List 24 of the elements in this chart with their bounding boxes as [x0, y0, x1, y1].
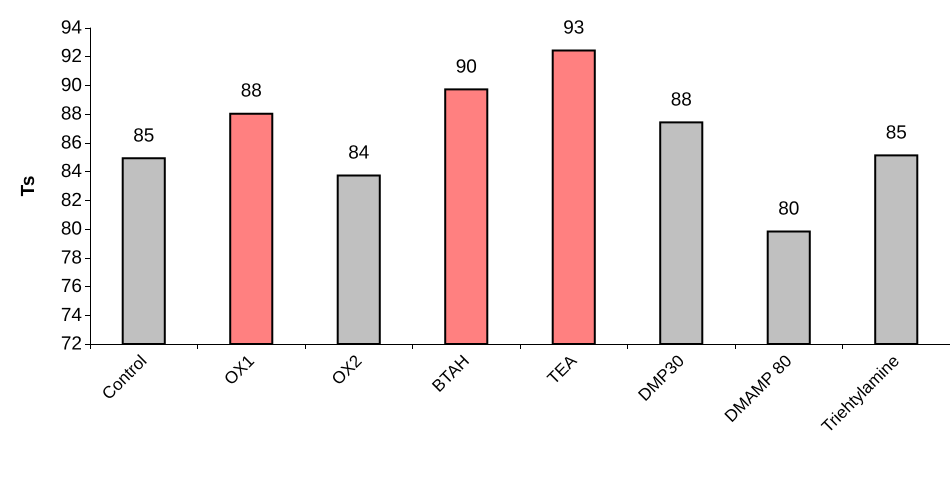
data-label: 84 — [348, 142, 370, 164]
y-tick-label: 78 — [60, 247, 82, 268]
y-tick-label: 80 — [60, 218, 82, 240]
x-tick-label: OX2 — [328, 351, 366, 389]
y-tick-label: 92 — [60, 46, 82, 68]
y-tick-label: 74 — [60, 304, 82, 326]
y-tick-label: 72 — [60, 334, 82, 354]
y-tick-label: 94 — [60, 18, 82, 38]
y-tick-label: 84 — [60, 161, 82, 182]
x-tick-label: TEA — [544, 350, 581, 388]
x-tick-label: OX1 — [220, 351, 258, 389]
y-tick-label: 86 — [60, 132, 82, 154]
data-label: 88 — [240, 80, 262, 102]
y-tick-label: 90 — [60, 74, 82, 96]
data-label: 88 — [670, 89, 692, 110]
y-tick-label: 82 — [60, 190, 82, 211]
y-tick-label: 88 — [60, 104, 82, 125]
data-label: 93 — [563, 18, 584, 39]
data-label: 90 — [456, 56, 477, 78]
data-label: 85 — [133, 125, 154, 146]
data-label: 80 — [778, 198, 800, 220]
y-tick-label: 76 — [60, 276, 82, 298]
data-label: 85 — [886, 122, 907, 144]
y-axis-title: Ts — [18, 176, 39, 196]
